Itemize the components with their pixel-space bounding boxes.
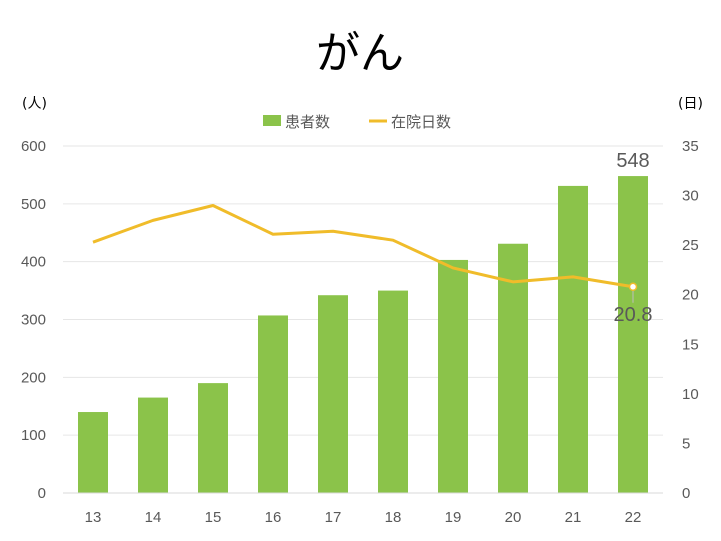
x-tick-label: 20 (505, 509, 522, 526)
data-label-stay-days: 20.8 (614, 304, 653, 326)
bar (498, 243, 528, 493)
right-tick-label: 30 (682, 188, 699, 205)
legend-label-stay-days: 在院日数 (391, 113, 451, 131)
x-axis-ticks: 13 14 15 16 17 18 19 20 21 22 (85, 509, 642, 526)
x-tick-label: 19 (445, 509, 462, 526)
left-axis-unit: (人) (22, 96, 47, 112)
right-tick-label: 5 (682, 435, 690, 452)
bar (138, 397, 168, 493)
right-axis-unit: (日) (678, 96, 703, 112)
right-tick-label: 20 (682, 287, 699, 304)
x-tick-label: 14 (145, 509, 162, 526)
chart-title: がん (316, 28, 404, 79)
bar (78, 412, 108, 493)
line-series-stay-days (92, 203, 634, 289)
point-marker (628, 282, 638, 292)
bar-series-patients (78, 176, 648, 493)
right-tick-label: 15 (682, 336, 699, 353)
series-line (92, 203, 634, 289)
bar (618, 176, 648, 493)
left-tick-label: 200 (21, 369, 46, 386)
bar (318, 295, 348, 493)
legend-swatch-patients (263, 115, 281, 126)
right-tick-label: 10 (682, 386, 699, 403)
legend: 患者数 在院日数 (263, 113, 451, 131)
right-tick-label: 35 (682, 138, 699, 155)
x-tick-label: 22 (625, 509, 642, 526)
x-tick-label: 16 (265, 509, 282, 526)
left-axis-ticks: 0 100 200 300 400 500 600 (21, 138, 46, 502)
bar (198, 383, 228, 493)
bar (558, 185, 588, 493)
right-axis-ticks: 0 5 10 15 20 25 30 35 (682, 138, 699, 502)
right-tick-label: 0 (682, 485, 690, 502)
left-tick-label: 400 (21, 254, 46, 271)
bar (378, 290, 408, 493)
data-labels: 548 20.8 (614, 150, 653, 326)
x-tick-label: 18 (385, 509, 402, 526)
x-tick-label: 15 (205, 509, 222, 526)
data-label-patients: 548 (616, 150, 649, 172)
left-tick-label: 300 (21, 312, 46, 329)
bar (438, 259, 468, 493)
x-tick-label: 21 (565, 509, 582, 526)
right-tick-label: 25 (682, 237, 699, 254)
bar (258, 315, 288, 493)
left-tick-label: 600 (21, 138, 46, 155)
x-tick-label: 17 (325, 509, 342, 526)
left-tick-label: 100 (21, 427, 46, 444)
x-tick-label: 13 (85, 509, 102, 526)
left-tick-label: 0 (38, 485, 46, 502)
legend-label-patients: 患者数 (285, 113, 330, 131)
left-tick-label: 500 (21, 196, 46, 213)
